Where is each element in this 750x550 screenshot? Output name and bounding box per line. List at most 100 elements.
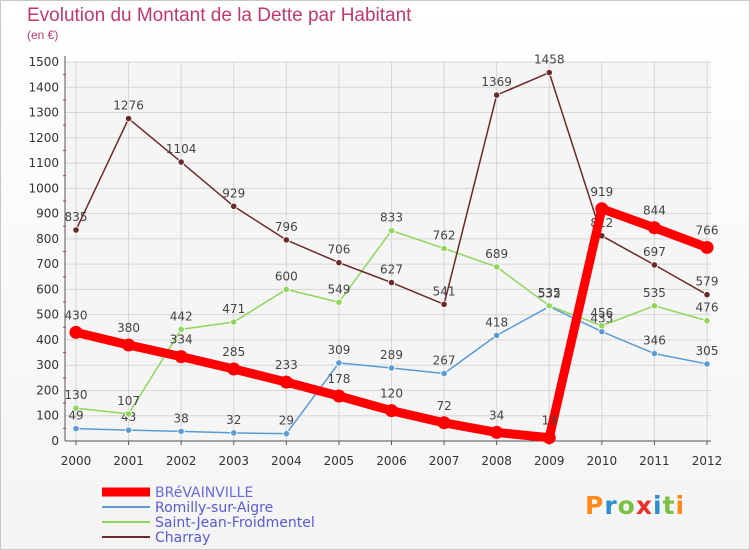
- data-point: [598, 322, 606, 330]
- data-point: [542, 431, 556, 445]
- y-tick-label: 1300: [28, 106, 59, 120]
- y-tick-label: 1100: [28, 156, 59, 170]
- data-point: [72, 404, 80, 412]
- data-label: 309: [327, 343, 350, 357]
- y-tick-label: 1500: [28, 55, 59, 69]
- x-tick-label: 2010: [587, 454, 618, 468]
- data-point: [332, 389, 346, 403]
- plot-area: [65, 62, 711, 441]
- data-label: 346: [643, 334, 666, 348]
- data-point: [493, 331, 501, 339]
- data-point: [335, 359, 343, 367]
- data-point: [595, 202, 609, 216]
- data-point: [493, 91, 501, 99]
- data-point: [437, 416, 451, 430]
- data-label: 430: [65, 308, 88, 322]
- x-tick-label: 2000: [61, 454, 92, 468]
- y-tick-label: 1400: [28, 80, 59, 94]
- data-label: 120: [380, 387, 403, 401]
- y-tick-label: 400: [36, 333, 59, 347]
- data-label: 1458: [534, 53, 565, 67]
- data-label: 442: [170, 309, 193, 323]
- data-point: [230, 202, 238, 210]
- x-tick-label: 2005: [324, 454, 355, 468]
- data-point: [440, 244, 448, 253]
- x-tick-label: 2012: [692, 454, 723, 468]
- logo-letter: o: [617, 491, 636, 520]
- data-label: 285: [222, 345, 245, 359]
- data-label: 929: [222, 186, 245, 200]
- series-romilly-sur-aigre: 4943383229309289267418532433346305: [68, 287, 718, 438]
- data-label: 689: [485, 247, 508, 261]
- y-tick-label: 900: [36, 207, 59, 221]
- data-label: 1104: [166, 142, 197, 156]
- data-point: [700, 240, 714, 254]
- series-charray: 8351276110492979670662754113691458812697…: [65, 53, 719, 308]
- data-label: 796: [275, 220, 298, 234]
- x-tick-label: 2001: [113, 454, 144, 468]
- data-label: 49: [68, 409, 83, 423]
- data-label: 549: [327, 282, 350, 296]
- logo-letter: i: [675, 491, 686, 520]
- series-saint-jean-froidmentel: 130 107 442 471 600 549 833 762 689 535 456 535 476: [65, 211, 719, 418]
- data-label: 334: [170, 333, 193, 347]
- data-point: [490, 425, 504, 439]
- data-label: 919: [590, 185, 613, 199]
- data-label: 418: [485, 315, 508, 329]
- x-tick-label: 2007: [429, 454, 460, 468]
- data-label: 766: [696, 223, 719, 237]
- data-point: [650, 261, 659, 269]
- data-label: 541: [433, 284, 456, 298]
- data-point: [124, 426, 133, 434]
- y-tick-label: 600: [36, 282, 59, 296]
- data-point: [122, 338, 136, 352]
- y-tick-label: 800: [36, 232, 59, 246]
- data-point: [703, 291, 711, 299]
- data-label: 532: [538, 287, 561, 301]
- x-tick-label: 2003: [218, 454, 249, 468]
- data-label: 535: [643, 286, 666, 300]
- x-tick-label: 2008: [481, 454, 512, 468]
- y-tick-label: 1000: [28, 181, 59, 195]
- data-point: [650, 302, 659, 310]
- data-point: [177, 325, 185, 333]
- data-point: [282, 236, 290, 244]
- data-point: [703, 360, 711, 368]
- data-point: [177, 427, 185, 435]
- chart-subtitle: (en €): [27, 28, 59, 42]
- data-point: [174, 350, 188, 364]
- data-point: [230, 318, 238, 326]
- y-tick-label: 700: [36, 257, 59, 271]
- data-point: [387, 226, 396, 235]
- logo-letter: t: [662, 491, 676, 520]
- data-point: [69, 325, 83, 339]
- data-label: 627: [380, 263, 403, 277]
- data-label: 579: [696, 275, 719, 289]
- data-label: 844: [643, 204, 666, 218]
- proxiti-logo: Proxiti: [585, 491, 685, 520]
- logo-letter: x: [635, 491, 653, 520]
- data-label: 289: [380, 348, 403, 362]
- data-label: 34: [489, 408, 504, 422]
- data-point: [703, 317, 711, 325]
- data-label: 762: [433, 228, 456, 242]
- data-label: 29: [279, 414, 294, 428]
- legend-label: BRéVAINVILLE: [155, 485, 253, 501]
- data-label: 471: [222, 302, 245, 316]
- data-label: 433: [590, 312, 613, 326]
- data-label: 233: [275, 358, 298, 372]
- data-point: [650, 349, 659, 358]
- data-point: [177, 158, 185, 166]
- legend-label: Charray: [155, 530, 210, 546]
- data-point: [72, 226, 80, 234]
- data-point: [282, 285, 290, 293]
- data-label: 600: [275, 269, 298, 283]
- x-tick-label: 2009: [534, 454, 565, 468]
- x-tick-label: 2006: [376, 454, 407, 468]
- x-tick-label: 2011: [639, 454, 670, 468]
- data-label: 476: [696, 301, 719, 315]
- x-tick-label: 2004: [271, 454, 302, 468]
- y-tick-label: 500: [36, 308, 59, 322]
- data-point: [335, 298, 343, 306]
